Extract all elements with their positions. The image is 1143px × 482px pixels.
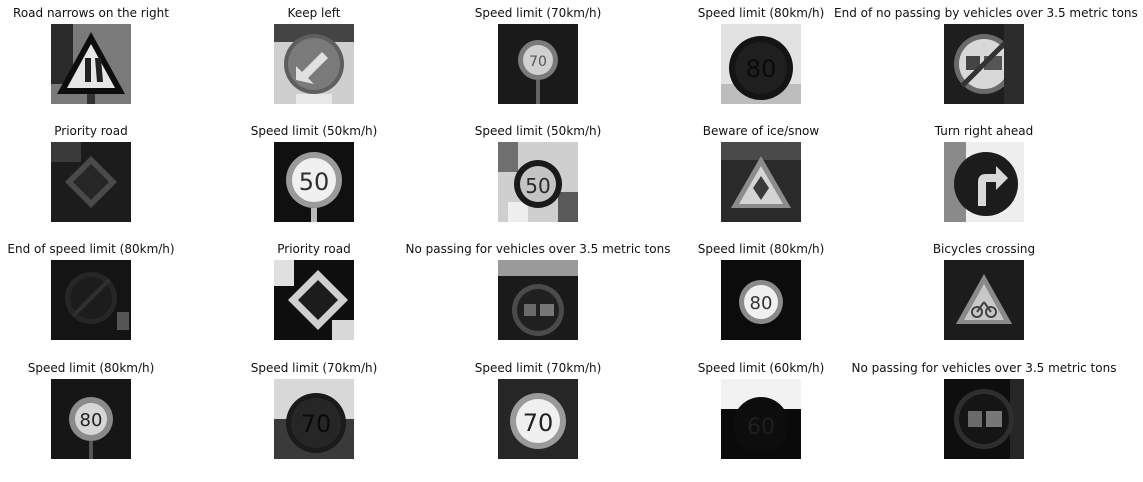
sign-number: 50 <box>525 174 550 198</box>
no-passing-trucks-sign-icon <box>944 379 1024 459</box>
thumbnail-cell: Beware of ice/snow <box>611 124 911 234</box>
thumbnail-cell: No passing for vehicles over 3.5 metric … <box>834 361 1134 471</box>
speed-limit-80-sign-icon: 80 <box>51 379 131 459</box>
speed-limit-80-sign-icon: 80 <box>721 24 801 104</box>
thumbnail-title: No passing for vehicles over 3.5 metric … <box>405 242 671 256</box>
speed-limit-70-sign-icon: 70 <box>498 379 578 459</box>
thumbnail-cell: Speed limit (50km/h) 50 <box>388 124 688 234</box>
thumbnail-cell: Speed limit (70km/h) 70 <box>388 361 688 471</box>
speed-limit-70-sign-icon: 70 <box>274 379 354 459</box>
thumbnail-title: Speed limit (70km/h) <box>474 361 602 375</box>
thumbnail-title: End of speed limit (80km/h) <box>7 242 175 256</box>
thumbnail-cell: No passing for vehicles over 3.5 metric … <box>388 242 688 352</box>
thumbnail-cell: End of speed limit (80km/h) <box>0 242 241 352</box>
turn-right-ahead-sign-icon <box>944 142 1024 222</box>
thumbnail-cell: Speed limit (50km/h) 50 <box>164 124 464 234</box>
thumbnail-cell: Speed limit (80km/h) 80 <box>611 242 911 352</box>
thumbnail-title: Speed limit (80km/h) <box>697 6 825 20</box>
sign-number: 80 <box>80 410 103 431</box>
thumbnail-title: Speed limit (50km/h) <box>474 124 602 138</box>
thumbnail-title: Speed limit (70km/h) <box>474 6 602 20</box>
speed-limit-50-sign-icon: 50 <box>274 142 354 222</box>
thumbnail-cell: Priority road <box>164 242 464 352</box>
sign-number: 70 <box>523 409 554 437</box>
thumbnail-title: Speed limit (60km/h) <box>697 361 825 375</box>
end-no-passing-trucks-sign-icon <box>944 24 1024 104</box>
thumbnail-title: Turn right ahead <box>934 124 1034 138</box>
thumbnail-title: Speed limit (80km/h) <box>27 361 155 375</box>
thumbnail-title: Speed limit (50km/h) <box>250 124 378 138</box>
speed-limit-70-sign-icon: 70 <box>498 24 578 104</box>
thumbnail-cell: Bicycles crossing <box>834 242 1134 352</box>
keep-left-sign-icon <box>274 24 354 104</box>
speed-limit-80-sign-icon: 80 <box>721 260 801 340</box>
priority-road-sign-icon <box>274 260 354 340</box>
sign-number: 80 <box>746 55 777 83</box>
sign-number: 60 <box>747 415 775 440</box>
thumbnail-cell: Speed limit (70km/h) 70 <box>164 361 464 471</box>
thumbnail-cell: Speed limit (60km/h) 60 <box>611 361 911 471</box>
thumbnail-title: Speed limit (80km/h) <box>697 242 825 256</box>
thumbnail-title: Road narrows on the right <box>13 6 169 20</box>
sign-number: 70 <box>301 410 332 438</box>
speed-limit-50-sign-icon: 50 <box>498 142 578 222</box>
thumbnail-title: Priority road <box>277 242 351 256</box>
thumbnail-cell: Priority road <box>0 124 241 234</box>
thumbnail-title: End of no passing by vehicles over 3.5 m… <box>834 6 1138 20</box>
end-speed-limit-sign-icon <box>51 260 131 340</box>
ice-snow-warning-sign-icon <box>721 142 801 222</box>
thumbnail-title: Speed limit (70km/h) <box>250 361 378 375</box>
sign-number: 80 <box>750 293 773 314</box>
sign-number: 50 <box>299 168 330 196</box>
thumbnail-title: Keep left <box>287 6 341 20</box>
thumbnail-cell: Speed limit (80km/h) 80 <box>0 361 241 471</box>
thumbnail-title: Priority road <box>54 124 128 138</box>
priority-road-sign-icon <box>51 142 131 222</box>
thumbnail-cell: Speed limit (80km/h) 80 <box>611 6 911 116</box>
thumbnail-title: No passing for vehicles over 3.5 metric … <box>851 361 1117 375</box>
bicycle-crossing-sign-icon <box>944 260 1024 340</box>
thumbnail-cell: Speed limit (70km/h) 70 <box>388 6 688 116</box>
thumbnail-cell: Turn right ahead <box>834 124 1134 234</box>
thumbnail-title: Beware of ice/snow <box>702 124 820 138</box>
no-passing-trucks-sign-icon <box>498 260 578 340</box>
sign-number: 70 <box>529 54 547 70</box>
thumbnail-title: Bicycles crossing <box>932 242 1036 256</box>
thumbnail-cell: End of no passing by vehicles over 3.5 m… <box>834 6 1138 116</box>
road-narrows-right-sign-icon <box>51 24 131 104</box>
thumbnail-cell: Keep left <box>164 6 464 116</box>
thumbnail-cell: Road narrows on the right <box>0 6 241 116</box>
speed-limit-60-sign-icon: 60 <box>721 379 801 459</box>
